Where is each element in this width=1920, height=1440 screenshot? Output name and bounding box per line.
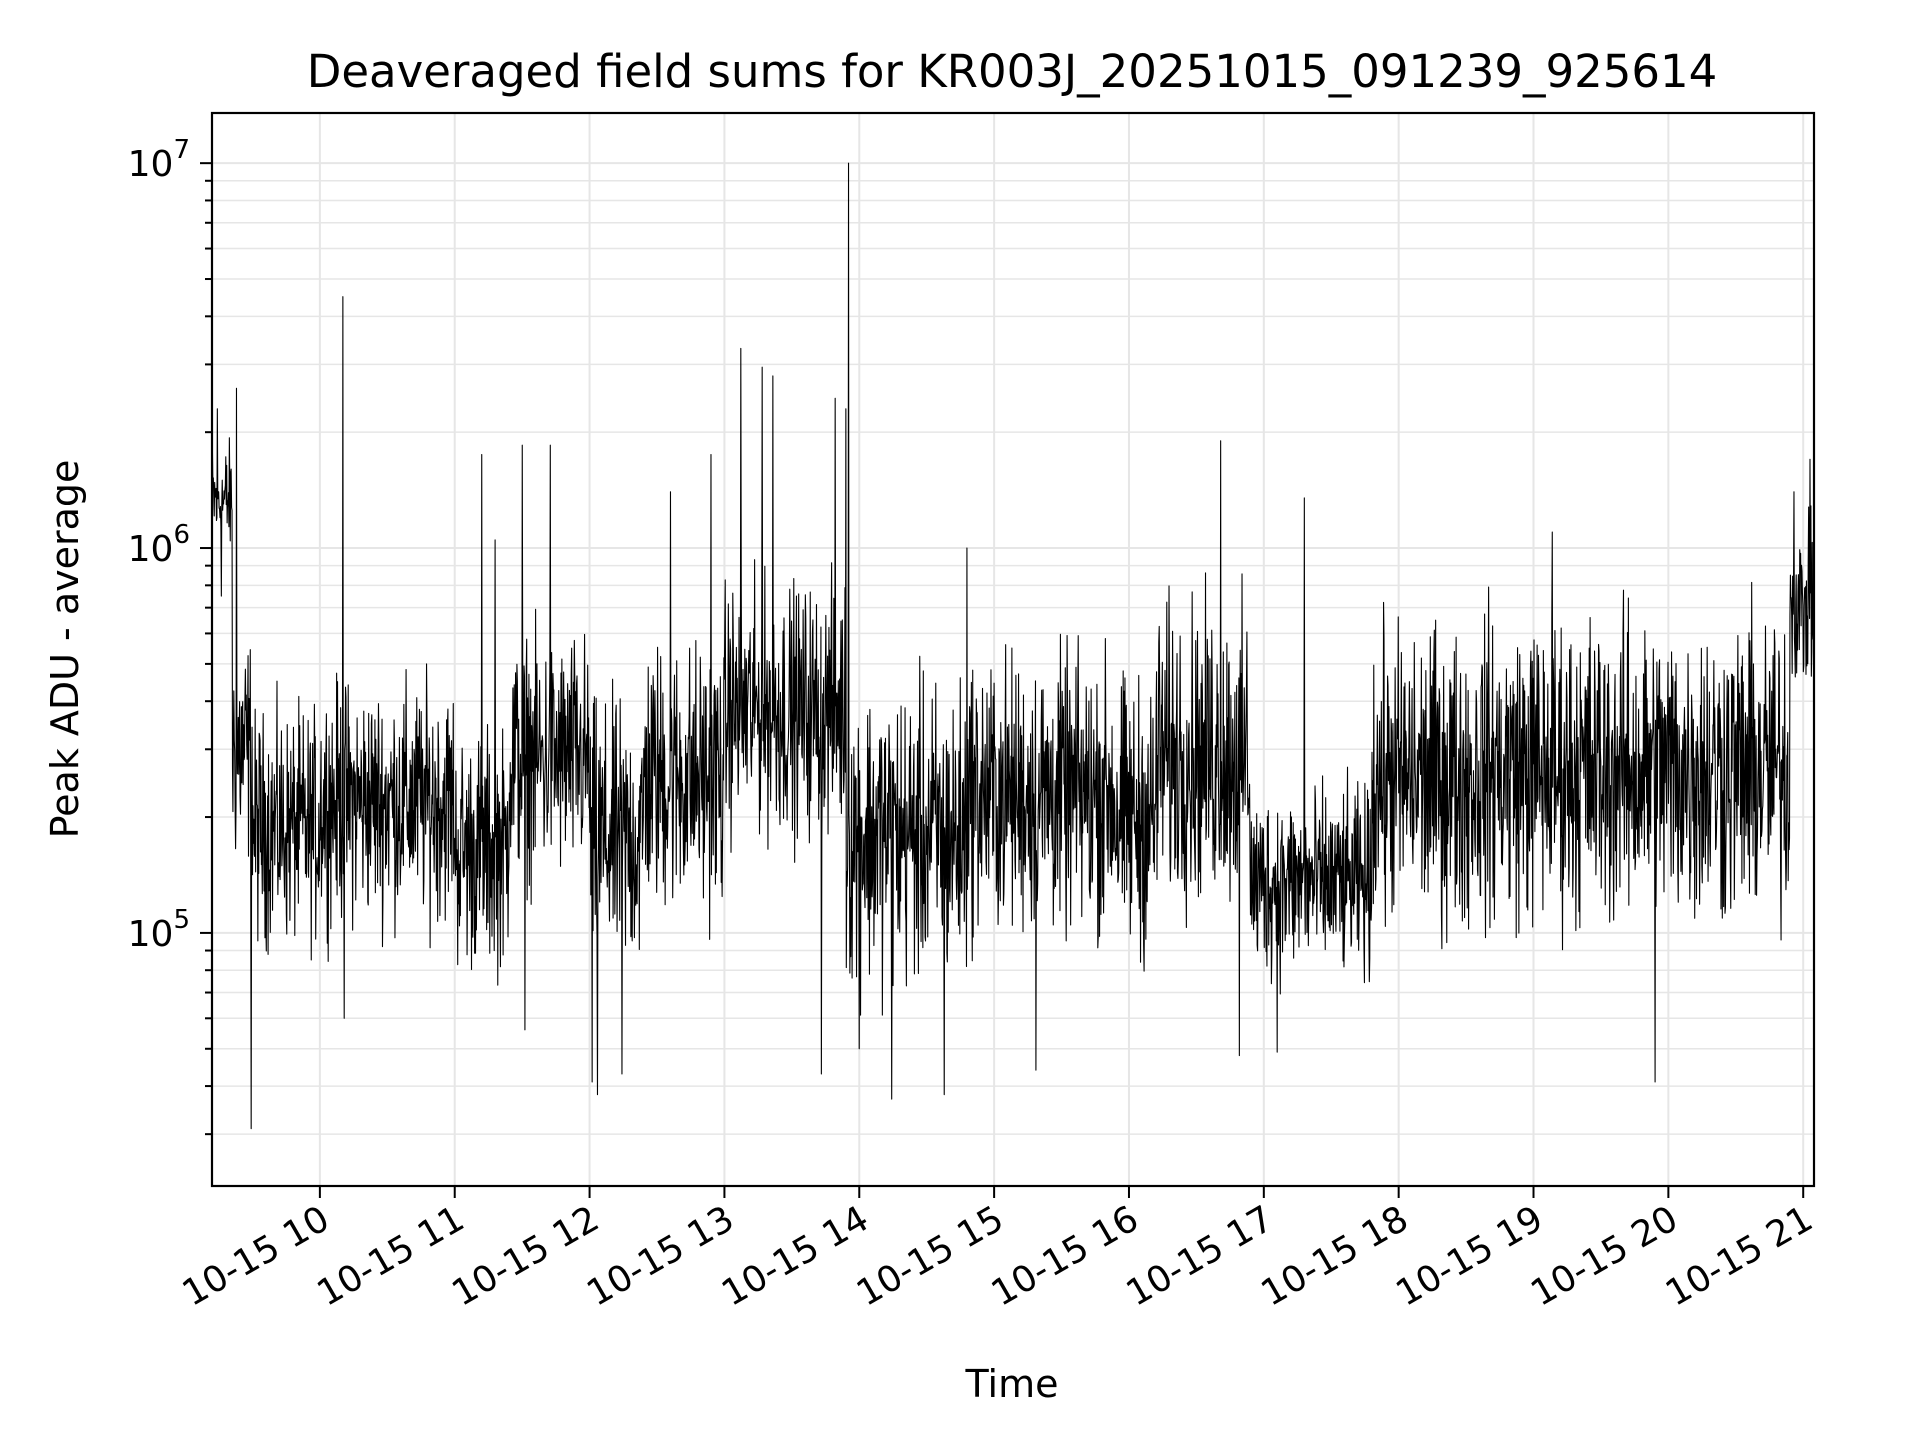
y-tick-label: 105 <box>128 905 190 955</box>
x-axis-label: Time <box>965 1362 1059 1406</box>
chart-title: Deaveraged field sums for KR003J_2025101… <box>307 45 1718 98</box>
series-line <box>211 162 1815 1130</box>
y-tick-label: 107 <box>128 135 190 185</box>
y-axis-label: Peak ADU - average <box>43 460 87 839</box>
plot-area-frame <box>210 111 1816 1188</box>
y-tick-label: 106 <box>128 520 190 570</box>
y-axis: 105 106 107 <box>128 135 212 1136</box>
series-path <box>211 162 1815 1130</box>
